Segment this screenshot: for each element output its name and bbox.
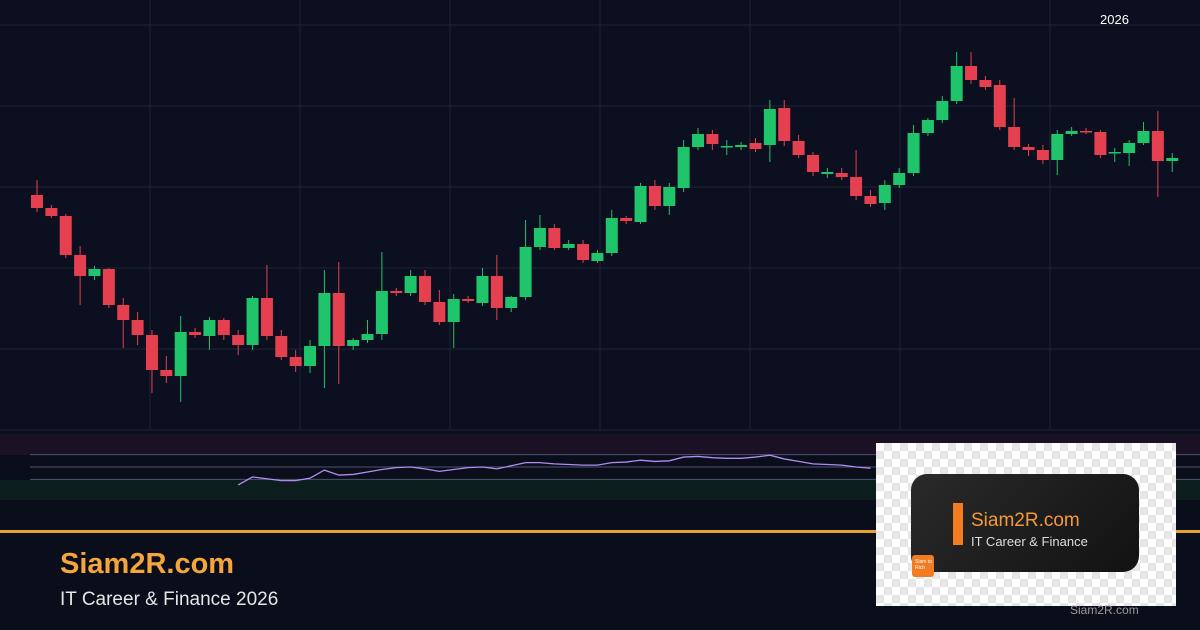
logo-icon: Siam to Rich <box>912 555 934 577</box>
candle-body <box>850 177 863 196</box>
candle-body <box>476 276 489 303</box>
candle-body <box>217 320 230 335</box>
candle-body <box>806 155 819 172</box>
candle-body <box>835 173 848 177</box>
candle-body <box>102 269 115 305</box>
candle-body <box>1022 147 1035 150</box>
candle-body <box>692 134 705 147</box>
candle-body <box>749 143 762 149</box>
candle-body <box>677 147 690 188</box>
candle-body <box>533 228 546 247</box>
candle-body <box>1051 134 1064 160</box>
candle-body <box>821 172 834 174</box>
candle-body <box>447 299 460 322</box>
candle-body <box>720 146 733 148</box>
candle-body <box>418 276 431 302</box>
card-title: Siam2R.com <box>971 510 1080 531</box>
logo-card-inner: Siam2R.com IT Career & Finance Siam to R… <box>911 474 1139 577</box>
candle-body <box>562 244 575 248</box>
candle-body <box>763 109 776 145</box>
candle-body <box>1065 131 1078 134</box>
candle-body <box>1123 143 1136 153</box>
candle-body <box>289 357 302 366</box>
candle-body <box>160 370 173 376</box>
brand-title: Siam2R.com <box>60 548 235 580</box>
candle-body <box>577 244 590 260</box>
candle-body <box>1008 127 1021 147</box>
candle-body <box>936 101 949 120</box>
candle-body <box>332 293 345 346</box>
candle-body <box>131 320 144 335</box>
candle-body <box>390 291 403 293</box>
candle-body <box>965 66 978 80</box>
candle-body <box>605 218 618 253</box>
candle-body <box>174 332 187 376</box>
candle-body <box>648 186 661 206</box>
candle-body <box>979 80 992 87</box>
candle-body <box>591 253 604 261</box>
candle-body <box>1166 158 1179 161</box>
candle-body <box>31 195 43 208</box>
candle-body <box>950 66 963 101</box>
candle-body <box>462 299 475 301</box>
candle-body <box>74 255 87 276</box>
candle-body <box>735 145 748 147</box>
candle-body <box>1108 152 1121 154</box>
candle-body <box>275 336 288 357</box>
brand-subtitle: IT Career & Finance 2026 <box>60 589 279 610</box>
candle-body <box>921 120 934 133</box>
candle-body <box>145 335 158 370</box>
candle-body <box>864 196 877 204</box>
candle-body <box>304 346 317 366</box>
candle-body <box>878 185 891 203</box>
divider <box>0 530 1200 533</box>
candle-body <box>1080 131 1093 133</box>
candle-body <box>246 298 259 345</box>
candle-body <box>907 133 920 173</box>
card-subtitle: IT Career & Finance <box>971 534 1088 549</box>
candle-body <box>404 276 417 293</box>
candle-body <box>189 332 202 335</box>
candle-body <box>318 293 331 346</box>
candle-body <box>433 302 446 322</box>
indicator-line <box>237 454 871 486</box>
candle-body <box>347 340 360 346</box>
candle-body <box>778 108 791 141</box>
candle-body <box>88 269 101 276</box>
candle-body <box>232 335 245 345</box>
candle-body <box>203 320 216 336</box>
candle-body <box>59 216 72 255</box>
candle-body <box>706 134 719 144</box>
candle-body <box>375 291 388 334</box>
candle-body <box>519 247 532 297</box>
candle-body <box>1137 131 1150 143</box>
logo-bar <box>953 503 963 545</box>
candle-body <box>663 187 676 206</box>
logo-card: Siam2R.com IT Career & Finance Siam to R… <box>876 443 1176 606</box>
candle-body <box>45 208 58 216</box>
candle-body <box>893 173 906 185</box>
candle-body <box>792 141 805 155</box>
candle-body <box>634 186 647 222</box>
candle-body <box>361 334 374 340</box>
candle-body <box>993 85 1006 127</box>
candle-body <box>1094 132 1107 155</box>
candle-body <box>1151 131 1164 161</box>
candle-body <box>490 276 503 308</box>
watermark: Siam2R.com <box>1070 603 1139 617</box>
candle-body <box>620 218 633 221</box>
candle-body <box>117 305 130 320</box>
candle-body <box>1036 150 1049 160</box>
period-label: 2026 <box>1100 12 1129 27</box>
candle-body <box>260 298 273 336</box>
candle-body <box>505 297 518 308</box>
candle-body <box>548 228 561 248</box>
